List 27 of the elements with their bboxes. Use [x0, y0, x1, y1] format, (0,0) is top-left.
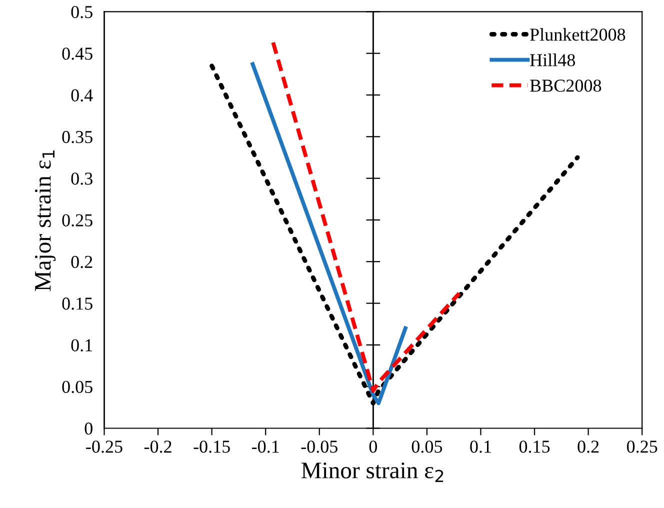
x-axis-title: Minor strain ε$_{2}$: [301, 462, 444, 482]
y-tick-label: 0: [84, 422, 92, 435]
legend-label: Hill48: [530, 54, 575, 66]
y-tick-label: 0.05: [62, 380, 92, 394]
x-tick-label: -0.25: [86, 440, 122, 453]
x-tick-label: 0.05: [412, 440, 442, 453]
y-tick-label: 0.1: [71, 339, 92, 352]
legend-label: BBC2008: [530, 80, 602, 92]
legend-label: Plunkett2008: [530, 28, 626, 41]
x-tick-label: -0.05: [301, 440, 338, 453]
x-tick-label: 0.2: [578, 440, 599, 453]
x-tick-label: -0.2: [144, 440, 172, 453]
x-tick-label: 0.15: [519, 440, 550, 453]
x-tick-label: 0: [369, 440, 377, 453]
y-tick-label: 0.35: [62, 130, 92, 144]
y-tick-label: 0.15: [62, 298, 92, 310]
y-tick-label: 0.5: [71, 6, 92, 18]
y-axis-title: Major strain ε$_{1}$: [34, 150, 56, 291]
y-tick-label: 0.2: [71, 256, 92, 268]
x-tick-label: 0.25: [626, 440, 658, 453]
y-tick-label: 0.45: [62, 48, 92, 60]
y-tick-label: 0.4: [71, 89, 93, 102]
y-tick-label: 0.25: [62, 214, 92, 226]
y-tick-label: 0.3: [71, 172, 92, 185]
x-tick-label: 0.1: [470, 440, 491, 453]
x-tick-label: -0.15: [194, 440, 230, 453]
x-tick-label: -0.1: [252, 440, 279, 453]
